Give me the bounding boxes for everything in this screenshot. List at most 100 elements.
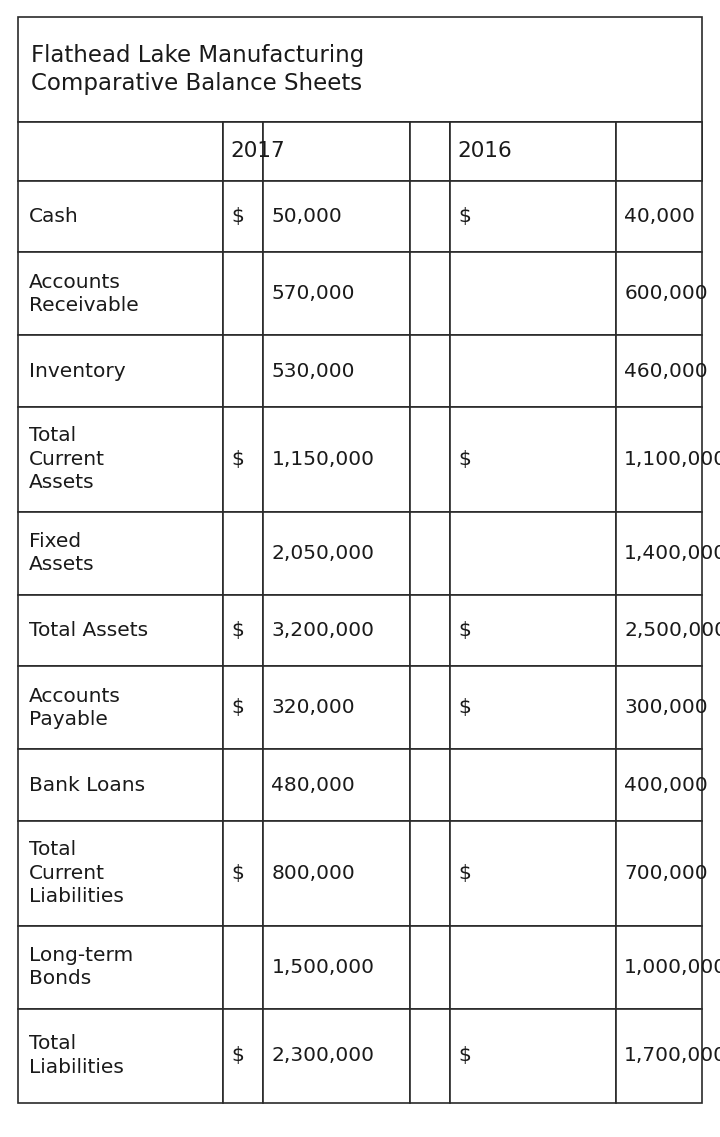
Bar	[450, 666, 616, 749]
Text: $: $	[459, 450, 472, 468]
Text: Long-term
Bonds: Long-term Bonds	[29, 946, 133, 988]
Text: 2017: 2017	[230, 141, 285, 161]
Text: 320,000: 320,000	[271, 698, 355, 717]
Bar	[18, 122, 223, 181]
Bar	[18, 1009, 223, 1103]
Bar	[616, 122, 702, 181]
Text: 300,000: 300,000	[624, 698, 708, 717]
Text: 1,700,000: 1,700,000	[624, 1046, 720, 1065]
Bar	[616, 926, 702, 1009]
Bar	[616, 1009, 702, 1103]
Text: Total Assets: Total Assets	[29, 621, 148, 640]
Bar	[18, 407, 223, 512]
Text: 1,400,000: 1,400,000	[624, 543, 720, 563]
Bar	[410, 335, 450, 407]
Text: Total
Current
Assets: Total Current Assets	[29, 426, 105, 492]
Bar	[616, 595, 702, 666]
Text: 2,300,000: 2,300,000	[271, 1046, 374, 1065]
Bar	[263, 181, 410, 252]
Bar	[410, 407, 450, 512]
Bar	[223, 252, 263, 335]
Bar	[223, 512, 263, 595]
Text: $: $	[459, 698, 472, 717]
Bar	[450, 749, 616, 821]
Bar	[263, 1009, 410, 1103]
Bar	[263, 821, 410, 926]
Bar	[223, 821, 263, 926]
Bar	[450, 595, 616, 666]
Text: $: $	[459, 207, 472, 226]
Bar	[18, 821, 223, 926]
Bar	[450, 407, 616, 512]
Bar	[223, 181, 263, 252]
Text: 2,500,000: 2,500,000	[624, 621, 720, 640]
Bar	[616, 749, 702, 821]
Text: 1,150,000: 1,150,000	[271, 450, 374, 468]
Text: $: $	[459, 1046, 472, 1065]
Bar	[450, 512, 616, 595]
Text: $: $	[459, 864, 472, 882]
Bar	[410, 181, 450, 252]
Bar	[450, 181, 616, 252]
Bar	[223, 595, 263, 666]
Text: Fixed
Assets: Fixed Assets	[29, 532, 94, 574]
Text: 1,000,000: 1,000,000	[624, 957, 720, 977]
Bar	[410, 821, 450, 926]
Text: $: $	[232, 450, 245, 468]
Bar	[18, 335, 223, 407]
Text: 460,000: 460,000	[624, 362, 708, 381]
Bar	[18, 749, 223, 821]
Text: 50,000: 50,000	[271, 207, 342, 226]
Bar	[410, 512, 450, 595]
Text: 3,200,000: 3,200,000	[271, 621, 374, 640]
Bar	[616, 666, 702, 749]
Text: 600,000: 600,000	[624, 284, 708, 304]
Bar	[223, 666, 263, 749]
Bar	[223, 122, 410, 181]
Bar	[450, 821, 616, 926]
Text: 570,000: 570,000	[271, 284, 355, 304]
Text: 480,000: 480,000	[271, 775, 355, 795]
Bar	[263, 252, 410, 335]
Bar	[223, 749, 263, 821]
Bar	[450, 122, 616, 181]
Text: Bank Loans: Bank Loans	[29, 775, 145, 795]
Bar	[263, 595, 410, 666]
Bar	[18, 595, 223, 666]
Bar	[18, 512, 223, 595]
Bar	[263, 335, 410, 407]
Bar	[450, 335, 616, 407]
Text: $: $	[232, 207, 245, 226]
Bar	[616, 821, 702, 926]
Bar	[450, 1009, 616, 1103]
Text: 530,000: 530,000	[271, 362, 355, 381]
Bar	[18, 181, 223, 252]
Bar	[18, 926, 223, 1009]
Bar	[616, 252, 702, 335]
Text: $: $	[459, 621, 472, 640]
Bar	[263, 512, 410, 595]
Bar	[18, 252, 223, 335]
Text: Accounts
Receivable: Accounts Receivable	[29, 273, 138, 315]
Bar	[263, 926, 410, 1009]
Bar	[18, 666, 223, 749]
Text: $: $	[232, 698, 245, 717]
Bar	[223, 122, 263, 181]
Bar	[410, 749, 450, 821]
Bar	[410, 595, 450, 666]
Bar	[450, 122, 702, 181]
Text: Cash: Cash	[29, 207, 78, 226]
Text: $: $	[232, 864, 245, 882]
Text: 800,000: 800,000	[271, 864, 355, 882]
Bar	[18, 17, 702, 122]
Text: 1,100,000: 1,100,000	[624, 450, 720, 468]
Bar	[410, 1009, 450, 1103]
Bar	[410, 926, 450, 1009]
Text: Total
Liabilities: Total Liabilities	[29, 1035, 124, 1077]
Text: 1,500,000: 1,500,000	[271, 957, 374, 977]
Bar	[616, 335, 702, 407]
Bar	[263, 122, 410, 181]
Text: $: $	[232, 1046, 245, 1065]
Bar	[616, 512, 702, 595]
Bar	[410, 252, 450, 335]
